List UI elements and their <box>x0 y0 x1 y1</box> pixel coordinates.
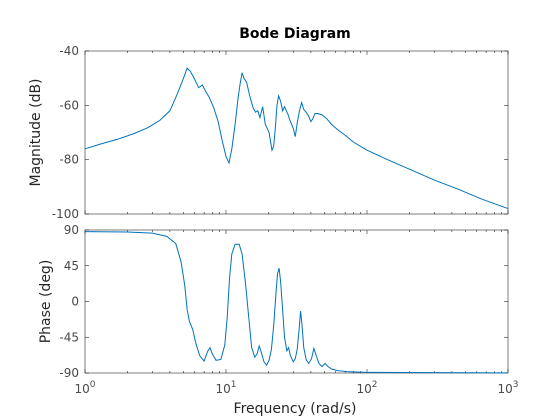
x-tick-label-base: 10 <box>497 382 512 396</box>
phase-y-axis-title: Phase (deg) <box>38 260 54 344</box>
x-axis-title: Frequency (rad/s) <box>234 401 357 417</box>
phase-y-tick-label: 0 <box>71 295 79 309</box>
magnitude-y-axis-title: Magnitude (dB) <box>28 78 44 186</box>
x-tick-label: 100 <box>74 380 95 396</box>
phase-y-tick-label: 45 <box>64 259 79 273</box>
x-tick-label-base: 10 <box>215 382 230 396</box>
x-tick-label: 102 <box>356 380 377 396</box>
magnitude-y-tick-label: -80 <box>59 153 79 167</box>
phase-series-line <box>84 231 509 374</box>
x-tick-label: 101 <box>215 380 236 396</box>
magnitude-y-tick-label: -40 <box>59 44 79 58</box>
plot-area: -100 -80 -60 -40 Magnitude (dB) -90 -45 0 45 90 Ph… <box>28 44 519 396</box>
x-tick-label: 103 <box>497 380 518 396</box>
chart-title: Bode Diagram <box>239 26 351 42</box>
x-tick-label-base: 10 <box>74 382 89 396</box>
x-tick-label-exponent: 0 <box>90 380 96 390</box>
x-tick-label-base: 10 <box>356 382 371 396</box>
phase-y-tick-label: -90 <box>59 366 79 380</box>
magnitude-y-tick-label: -60 <box>59 98 79 112</box>
x-tick-label-exponent: 2 <box>372 380 378 390</box>
magnitude-axes-box <box>84 50 509 215</box>
phase-y-tick-label: 90 <box>64 223 79 237</box>
x-tick-label-exponent: 1 <box>231 380 237 390</box>
x-tick-label-exponent: 3 <box>513 380 519 390</box>
phase-y-tick-label: -45 <box>59 330 79 344</box>
magnitude-y-tick-label: -100 <box>52 207 79 221</box>
magnitude-series-line <box>84 67 509 210</box>
